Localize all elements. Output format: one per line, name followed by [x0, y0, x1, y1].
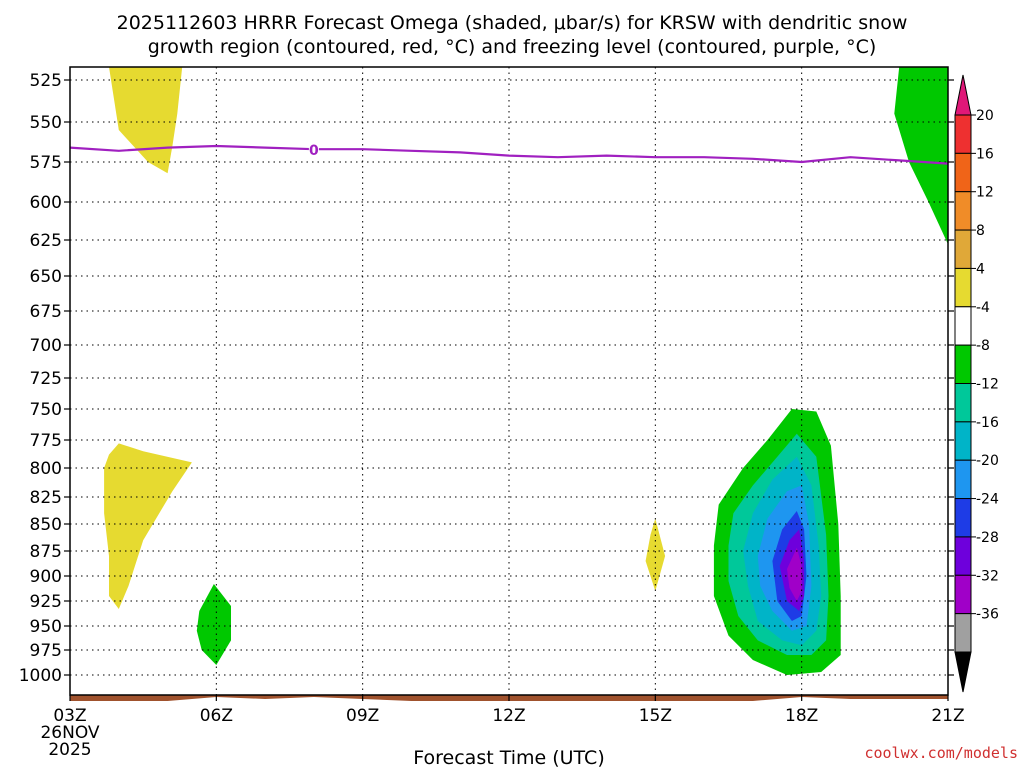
omega-region-lower-left-positive: [104, 443, 192, 609]
colorbar-swatch-1: [954, 114, 972, 154]
y-tick-label-950: 950: [30, 617, 62, 637]
colorbar-swatch-6: [954, 306, 972, 346]
omega-region-mid-positive: [645, 518, 666, 591]
colorbar-swatch-3: [954, 191, 972, 231]
colorbar-label-3: 8: [976, 223, 985, 239]
omega-colorbar: 20 16 12 8 4 -4 -8 -12 -16 -20 -24 -28 -32 -36: [954, 74, 999, 693]
colorbar-swatch-14: [954, 613, 972, 653]
colorbar-swatch-12: [954, 536, 972, 576]
colorbar-swatch-9: [954, 421, 972, 461]
y-axis-ticks: 525 550 575 600 625 650 675 700 725 750 775 800 825 8…: [19, 71, 954, 686]
y-tick-label-675: 675: [30, 302, 62, 322]
colorbar-label-1: 16: [976, 146, 994, 162]
colorbar-label-4: 4: [976, 261, 985, 277]
x-tick-label-21: 21Z: [931, 706, 964, 726]
colorbar-label-9: -20: [976, 453, 999, 469]
colorbar-label-2: 12: [976, 185, 994, 201]
y-tick-label-750: 750: [30, 400, 62, 420]
freezing-level-line: [69, 144, 949, 165]
colorbar-label-8: -16: [976, 415, 999, 431]
omega-region-upper-right-negative: [894, 67, 948, 245]
colorbar-swatch-13: [954, 574, 972, 615]
colorbar-label-12: -32: [976, 568, 999, 584]
y-tick-label-725: 725: [30, 369, 62, 389]
x-tick-label-6: 06Z: [200, 706, 233, 726]
x-tick-label-3: 03Z: [53, 706, 86, 726]
omega-shaded-regions: [104, 67, 948, 675]
x-tick-label-18: 18Z: [785, 706, 818, 726]
y-tick-label-575: 575: [30, 153, 62, 173]
grid-lines: [70, 67, 948, 695]
y-tick-label-775: 775: [30, 431, 62, 451]
y-tick-label-800: 800: [30, 459, 62, 479]
y-tick-label-1000: 1000: [19, 666, 62, 686]
colorbar-bottom-arrow: [954, 651, 972, 693]
chart-title-line2: growth region (contoured, red, °C) and f…: [148, 36, 877, 58]
freezing-level-label: 0: [309, 143, 319, 159]
y-tick-label-550: 550: [30, 113, 62, 133]
y-tick-label-600: 600: [30, 193, 62, 213]
x-axis-label: Forecast Time (UTC): [413, 747, 604, 768]
colorbar-swatch-4: [954, 229, 972, 269]
freezing-level-label-bg: [308, 142, 319, 158]
freezing-level-layer: 0: [69, 142, 949, 165]
colorbar-label-13: -36: [976, 607, 999, 623]
y-tick-label-825: 825: [30, 488, 62, 508]
y-tick-label-925: 925: [30, 592, 62, 612]
y-tick-label-900: 900: [30, 567, 62, 587]
y-tick-label-875: 875: [30, 542, 62, 562]
colorbar-swatch-2: [954, 152, 972, 193]
colorbar-label-5: -4: [976, 300, 990, 316]
colorbar-swatch-10: [954, 459, 972, 500]
colorbar-label-0: 20: [976, 108, 994, 124]
colorbar-label-11: -28: [976, 530, 999, 546]
date-label-year: 2025: [48, 740, 91, 760]
y-tick-label-650: 650: [30, 267, 62, 287]
date-label-day: 26NOV: [40, 723, 99, 743]
y-tick-label-700: 700: [30, 336, 62, 356]
colorbar-swatch-11: [954, 498, 972, 538]
colorbar-swatch-7: [954, 344, 972, 385]
colorbar-swatch-8: [954, 383, 972, 423]
colorbar-label-7: -12: [976, 377, 999, 393]
chart-title: 2025112603 HRRR Forecast Omega (shaded, …: [117, 12, 908, 34]
y-tick-label-850: 850: [30, 515, 62, 535]
y-tick-label-975: 975: [30, 641, 62, 661]
omega-region-small-negative-06z: [196, 584, 231, 665]
colorbar-swatch-5: [954, 267, 972, 308]
colorbar-label-10: -24: [976, 492, 999, 508]
omega-region-storm-28: [787, 547, 802, 601]
x-axis-ticks: 03Z 06Z 09Z 12Z 15Z 18Z 21Z: [53, 695, 965, 726]
colorbar-label-6: -8: [976, 338, 990, 354]
y-tick-label-525: 525: [30, 71, 62, 91]
omega-region-upper-left-positive: [109, 67, 183, 174]
x-tick-label-12: 12Z: [492, 706, 525, 726]
x-tick-label-15: 15Z: [639, 706, 672, 726]
x-tick-label-9: 09Z: [346, 706, 379, 726]
credit-text: coolwx.com/models: [864, 744, 1018, 762]
y-tick-label-625: 625: [30, 231, 62, 251]
